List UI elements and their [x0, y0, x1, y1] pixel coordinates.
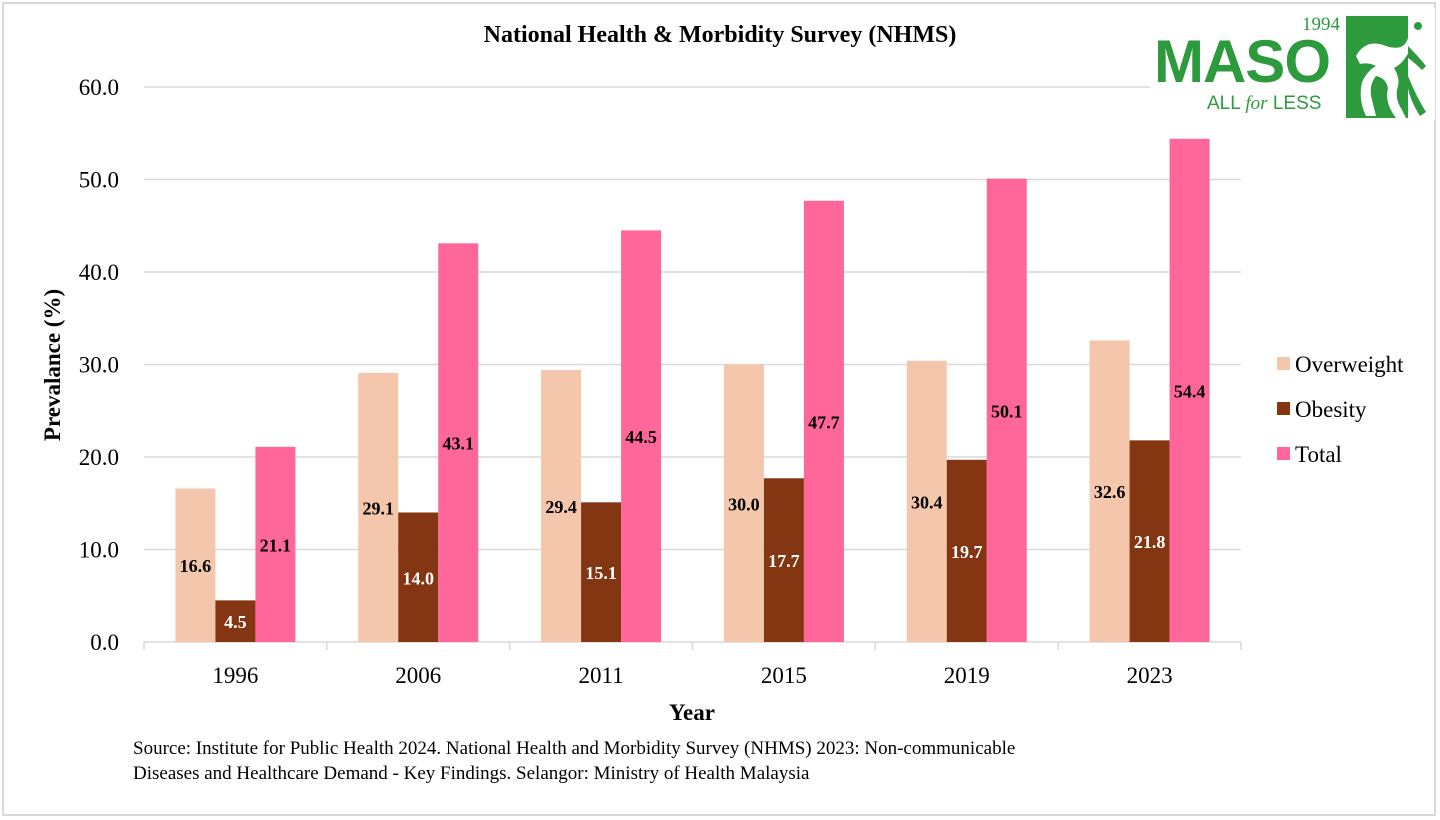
y-axis-label: Prevalance (%) — [40, 289, 65, 441]
legend-label-total: Total — [1295, 442, 1342, 467]
bar-obesity-2015 — [763, 478, 804, 642]
y-tick-label: 60.0 — [79, 75, 119, 100]
bar-obesity-2006 — [398, 512, 439, 642]
logo-tagline: ALL for LESS — [1207, 93, 1321, 115]
bar-total-1996 — [255, 446, 296, 642]
x-tick-label: 2023 — [1127, 663, 1173, 688]
y-tick-label: 0.0 — [90, 630, 119, 655]
source-line-2: Diseases and Healthcare Demand - Key Fin… — [133, 763, 810, 784]
data-label: 32.6 — [1094, 482, 1126, 502]
data-label: 14.0 — [403, 568, 435, 588]
legend-swatch-total — [1277, 447, 1290, 460]
data-label: 30.0 — [728, 494, 760, 514]
data-label: 4.5 — [224, 612, 247, 632]
bar-obesity-1996 — [215, 600, 256, 642]
bar-total-2023 — [1169, 138, 1210, 643]
bar-total-2006 — [438, 243, 479, 642]
y-tick-label: 20.0 — [79, 445, 119, 470]
maso-logo: 1994 MASO ALL for LESS — [1150, 8, 1435, 120]
y-axis-ticks: 0.0 10.0 20.0 30.0 40.0 50.0 60.0 — [79, 75, 119, 655]
bar-total-2011 — [621, 230, 662, 642]
data-label: 43.1 — [443, 434, 475, 454]
bar-obesity-2019 — [946, 459, 987, 642]
source-note: Source: Institute for Public Health 2024… — [133, 736, 1233, 786]
data-labels: 16.6 29.1 29.4 30.0 30.4 32.6 4.5 14.0 15.1 17.7 1… — [180, 381, 1206, 632]
bar-obesity-2023 — [1129, 440, 1170, 642]
bar-total-2015 — [803, 200, 844, 642]
data-label: 17.7 — [768, 551, 800, 571]
source-line-1: Source: Institute for Public Health 2024… — [133, 738, 1016, 759]
bar-overweight-2015 — [723, 364, 764, 642]
y-tick-label: 50.0 — [79, 168, 119, 193]
legend-swatch-overweight — [1277, 357, 1290, 370]
y-tick-label: 30.0 — [79, 353, 119, 378]
bar-overweight-2023 — [1089, 340, 1130, 642]
running-figure-icon — [1346, 16, 1426, 118]
y-tick-label: 40.0 — [79, 260, 119, 285]
legend-label-obesity: Obesity — [1295, 397, 1367, 422]
bar-overweight-1996 — [175, 488, 216, 642]
bar-overweight-2019 — [906, 360, 947, 642]
data-label: 50.1 — [991, 401, 1023, 421]
bar-overweight-2011 — [541, 370, 582, 642]
gridlines — [144, 86, 1241, 551]
logo-tag-mid: for — [1245, 93, 1268, 114]
x-tick-label: 2019 — [944, 663, 990, 688]
data-label: 16.6 — [180, 556, 212, 576]
x-axis: 1996 2006 2011 2015 2019 2023 — [143, 641, 1242, 688]
logo-tag-pre: ALL — [1207, 93, 1246, 114]
data-label: 30.4 — [911, 492, 943, 512]
legend: Overweight Obesity Total — [1277, 352, 1404, 467]
data-label: 47.7 — [808, 412, 840, 432]
data-label: 15.1 — [585, 563, 617, 583]
data-label: 29.4 — [545, 497, 577, 517]
x-axis-label: Year — [669, 700, 715, 725]
data-label: 44.5 — [625, 427, 657, 447]
bar-overweight-2006 — [358, 372, 399, 642]
logo-year: 1994 — [1302, 14, 1340, 35]
data-label: 54.4 — [1174, 381, 1206, 401]
bar-total-2019 — [986, 178, 1027, 642]
logo-tag-post: LESS — [1267, 93, 1322, 114]
bar-obesity-2011 — [581, 502, 622, 642]
x-tick-label: 2006 — [395, 663, 441, 688]
chart-title: National Health & Morbidity Survey (NHMS… — [483, 22, 957, 48]
data-label: 21.8 — [1134, 532, 1166, 552]
data-label: 29.1 — [363, 498, 395, 518]
x-tick-label: 2015 — [761, 663, 807, 688]
legend-label-overweight: Overweight — [1295, 352, 1404, 377]
logo-name: MASO — [1154, 28, 1331, 95]
bars — [175, 138, 1210, 643]
data-label: 21.1 — [260, 535, 292, 555]
legend-swatch-obesity — [1277, 402, 1290, 415]
data-label: 19.7 — [951, 542, 983, 562]
y-tick-label: 10.0 — [79, 538, 119, 563]
x-tick-label: 1996 — [212, 663, 258, 688]
x-tick-label: 2011 — [579, 663, 624, 688]
